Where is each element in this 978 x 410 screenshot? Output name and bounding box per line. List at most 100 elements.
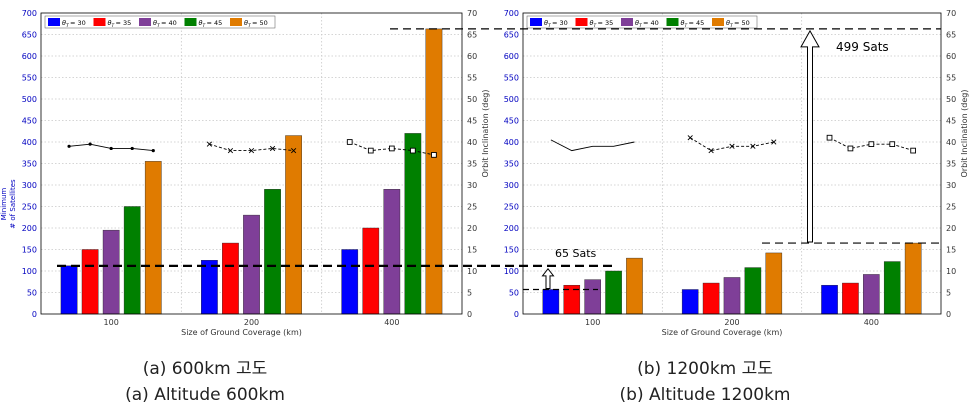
- legend-label-5: = 50: [252, 19, 268, 27]
- caption-a-korean: (a) 600km 고도: [143, 359, 268, 379]
- legend-swatch-1: [48, 18, 60, 26]
- inclination-marker: [269, 145, 276, 152]
- y2-tick-label: 20: [946, 224, 956, 233]
- legend-label-5: = 50: [734, 19, 750, 27]
- bar-100-series-4: [605, 270, 622, 315]
- y-axis-label-line1: Minimum: [0, 188, 8, 221]
- x-tick-label: 100: [104, 318, 119, 327]
- y-tick-label: 500: [504, 95, 519, 104]
- y-tick-label: 450: [22, 117, 37, 126]
- y2-tick-label: 50: [467, 95, 477, 104]
- x-tick-label: 200: [244, 318, 259, 327]
- bar-200-series-3: [723, 277, 741, 315]
- plot-area: [523, 13, 941, 314]
- legend-theta-subscript: T: [685, 23, 689, 29]
- y-tick-label: 700: [22, 9, 37, 18]
- y2-tick-label: 10: [946, 267, 956, 276]
- inclination-marker: [388, 145, 395, 152]
- bar-200-series-1: [681, 289, 699, 315]
- legend-label-3: = 40: [161, 19, 177, 27]
- y2-tick-label: 35: [467, 160, 477, 169]
- legend-swatch-5: [712, 18, 724, 26]
- bar-200-series-5: [285, 135, 302, 315]
- bar-400-series-3: [863, 274, 880, 315]
- y2-tick-label: 45: [946, 117, 956, 126]
- plot-frame: [40, 12, 463, 315]
- inclination-marker: [410, 147, 416, 154]
- y2-tick-label: 10: [467, 267, 477, 276]
- inclination-line-400: [349, 141, 435, 156]
- inclination-marker: [826, 134, 833, 141]
- y2-tick-label: 25: [467, 203, 477, 212]
- bar-100-series-5: [144, 161, 162, 315]
- inclination-marker: [889, 141, 896, 148]
- legend-theta-subscript: T: [639, 23, 643, 29]
- y2-axis-label: Orbit Inclination (deg): [481, 90, 490, 178]
- legend-theta-subscript: T: [157, 23, 161, 29]
- bar-100-series-3: [102, 229, 120, 315]
- y2-tick-label: 65: [946, 31, 956, 40]
- bar-100-series-4: [123, 206, 141, 315]
- comparison-overlay: 65 Sats 499 Sats: [57, 28, 941, 291]
- y2-tick-label: 0: [467, 310, 472, 319]
- legend-swatch-3: [139, 18, 151, 26]
- y2-tick-label: 60: [467, 52, 477, 61]
- inclination-marker: [227, 147, 234, 154]
- caption-b-korean: (b) 1200km 고도: [637, 359, 773, 379]
- y-tick-label: 0: [32, 310, 37, 319]
- annotation-499-sats: 499 Sats: [836, 40, 889, 54]
- legend-label-4: = 45: [207, 19, 223, 27]
- y-tick-label: 100: [504, 267, 519, 276]
- legend-theta-symbol: θ: [62, 19, 66, 27]
- legend-theta-subscript: T: [730, 23, 734, 29]
- legend-theta-symbol: θ: [726, 19, 730, 27]
- chart-altitude-600km: 0501001502002503003504004505005506006507…: [0, 9, 490, 337]
- arrow-499-sats: [800, 29, 820, 243]
- y-tick-label: 200: [22, 224, 37, 233]
- y2-tick-label: 45: [467, 117, 477, 126]
- x-tick-label: 100: [585, 318, 600, 327]
- legend-label-2: = 35: [598, 19, 614, 27]
- x-tick-label: 200: [724, 318, 739, 327]
- y2-tick-label: 40: [946, 138, 956, 147]
- y2-tick-label: 30: [946, 181, 956, 190]
- legend-theta-symbol: θ: [244, 19, 248, 27]
- inclination-marker: [88, 142, 92, 146]
- legend-theta-symbol: θ: [108, 19, 112, 27]
- legend-theta-subscript: T: [594, 23, 598, 29]
- legend-swatch-2: [575, 18, 588, 26]
- inclination-marker: [346, 139, 353, 145]
- y-tick-label: 300: [22, 181, 37, 190]
- x-axis-label: Size of Ground Coverage (km): [181, 328, 302, 337]
- inclination-marker: [687, 135, 693, 141]
- legend-theta-subscript: T: [248, 23, 252, 29]
- y-tick-label: 450: [504, 117, 519, 126]
- y2-tick-label: 55: [467, 74, 477, 83]
- annotation-65-sats: 65 Sats: [555, 247, 597, 260]
- legend-theta-symbol: θ: [590, 19, 594, 27]
- y-tick-label: 100: [22, 267, 37, 276]
- inclination-marker: [206, 141, 213, 147]
- bar-200-series-3: [243, 214, 260, 315]
- bar-400-series-2: [842, 282, 859, 315]
- y-tick-label: 0: [514, 310, 519, 319]
- bar-200-series-2: [702, 282, 720, 315]
- y-axis-label-line2: # of Satellites: [9, 179, 17, 229]
- y2-tick-label: 0: [946, 310, 951, 319]
- bar-200-series-4: [264, 189, 281, 315]
- legend-label-1: = 30: [70, 19, 86, 27]
- inclination-marker: [771, 139, 777, 145]
- legend-swatch-4: [184, 18, 197, 26]
- inclination-marker: [708, 147, 714, 154]
- y-tick-label: 350: [504, 160, 519, 169]
- legend-theta-subscript: T: [548, 23, 552, 29]
- inclination-marker: [248, 147, 255, 154]
- legend-theta-symbol: θ: [681, 19, 685, 27]
- y2-tick-label: 30: [467, 181, 477, 190]
- y2-tick-label: 5: [946, 289, 951, 298]
- y-tick-label: 400: [22, 138, 37, 147]
- bar-400-series-4: [883, 261, 901, 315]
- legend-swatch-4: [666, 18, 679, 26]
- legend-swatch-1: [530, 18, 542, 26]
